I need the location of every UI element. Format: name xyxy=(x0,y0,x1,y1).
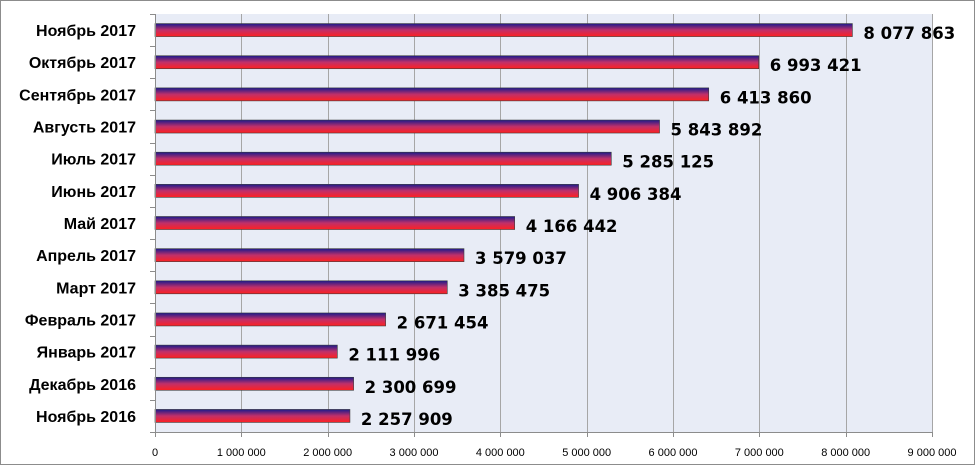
bars xyxy=(154,23,853,423)
category-label: Августь 2017 xyxy=(33,120,136,137)
category-label: Октябрь 2017 xyxy=(29,55,136,72)
category-label: Ноябрь 2017 xyxy=(36,23,136,40)
axes xyxy=(150,14,933,437)
x-tick-label: 1 000 000 xyxy=(217,447,266,459)
data-label: 2 257 909 xyxy=(361,410,453,429)
x-tick-label: 7 000 000 xyxy=(735,447,784,459)
data-label: 5 843 892 xyxy=(671,121,763,140)
x-tick-label: 5 000 000 xyxy=(562,447,611,459)
bar xyxy=(154,184,579,198)
x-tick-label: 0 xyxy=(152,447,158,459)
data-label: 2 111 996 xyxy=(348,346,440,365)
bar xyxy=(154,55,760,70)
category-labels: Ноябрь 2017 Октябрь 2017 Сентябрь 2017 Авгу… xyxy=(19,23,136,426)
category-label: Март 2017 xyxy=(56,280,136,297)
bar xyxy=(154,119,660,134)
bar xyxy=(154,23,853,37)
x-tick-label: 4 000 000 xyxy=(476,447,525,459)
x-tick-label: 9 000 000 xyxy=(908,447,957,459)
category-label: Май 2017 xyxy=(64,216,136,233)
bar xyxy=(154,409,351,423)
x-tick-labels: 0 1 000 000 2 000 000 3 000 000 4 000 000 5 0… xyxy=(152,447,957,459)
data-label: 6 413 860 xyxy=(720,88,812,107)
data-label: 4 906 384 xyxy=(590,185,682,204)
data-label: 2 671 454 xyxy=(397,313,489,332)
data-label: 6 993 421 xyxy=(770,56,862,75)
bar xyxy=(154,216,516,230)
category-label: Июнь 2017 xyxy=(51,184,136,201)
bar xyxy=(154,151,612,166)
bar xyxy=(154,280,448,295)
data-label: 3 579 037 xyxy=(475,249,567,268)
x-tick-label: 8 000 000 xyxy=(821,447,870,459)
category-label: Апрель 2017 xyxy=(36,248,136,265)
x-tick-label: 6 000 000 xyxy=(649,447,698,459)
bar xyxy=(154,312,386,327)
category-label: Февраль 2017 xyxy=(25,312,136,329)
category-label: Июль 2017 xyxy=(51,152,136,169)
data-label: 2 300 699 xyxy=(365,378,457,397)
category-label: Январь 2017 xyxy=(37,345,136,362)
data-label: 3 385 475 xyxy=(458,281,550,300)
data-label: 4 166 442 xyxy=(526,217,618,236)
data-label: 5 285 125 xyxy=(622,153,714,172)
category-label: Декабрь 2016 xyxy=(29,377,136,394)
data-label: 8 077 863 xyxy=(863,24,955,43)
bar xyxy=(154,87,710,102)
x-tick-label: 2 000 000 xyxy=(303,447,352,459)
x-tick-label: 3 000 000 xyxy=(390,447,439,459)
category-label: Сентябрь 2017 xyxy=(19,87,136,104)
bar xyxy=(154,248,465,262)
category-label: Ноябрь 2016 xyxy=(36,409,136,426)
bar xyxy=(154,376,354,391)
bar xyxy=(154,344,338,359)
